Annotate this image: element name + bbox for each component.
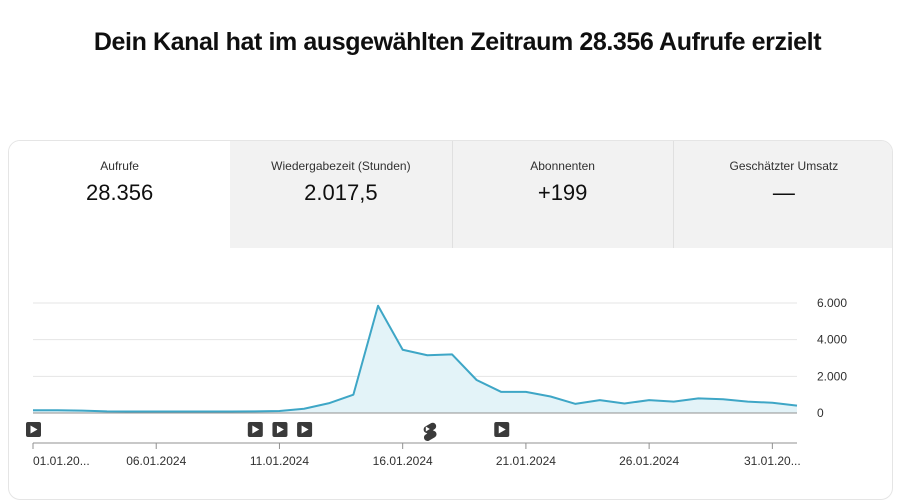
headline: Dein Kanal hat im ausgewählten Zeitraum … [93,28,822,56]
y-tick-label: 4.000 [817,333,847,347]
x-tick-label: 11.01.2024 [250,454,309,468]
tab-views[interactable]: Aufrufe 28.356 [9,141,231,248]
tab-revenue[interactable]: Geschätzter Umsatz — [672,141,892,248]
video-play-icon[interactable] [297,422,313,437]
x-tick-label: 26.01.2024 [619,454,679,468]
analytics-card: Aufrufe 28.356 Wiedergabezeit (Stunden) … [8,140,893,500]
tab-watch-time[interactable]: Wiedergabezeit (Stunden) 2.017,5 [230,141,452,248]
video-play-icon[interactable] [247,422,263,437]
x-tick-label: 16.01.2024 [373,454,433,468]
tab-watch-time-label: Wiedergabezeit (Stunden) [271,159,411,173]
tab-subscribers-label: Abonnenten [530,159,595,173]
tab-revenue-value: — [772,180,795,205]
video-play-icon[interactable] [494,422,510,437]
y-tick-label: 0 [817,406,824,420]
series-line [33,304,798,413]
x-tick-label: 31.01.20... [744,454,801,468]
y-tick-label: 6.000 [817,296,847,310]
tab-watch-time-value: 2.017,5 [304,180,378,205]
metric-tabs: Aufrufe 28.356 Wiedergabezeit (Stunden) … [9,141,892,248]
series-area [33,305,797,413]
x-tick-label: 21.01.2024 [496,454,556,468]
x-tick-label: 01.01.20... [33,454,90,468]
tab-revenue-label: Geschätzter Umsatz [729,159,839,173]
y-tick-label: 2.000 [817,369,847,383]
tab-views-label: Aufrufe [100,159,139,173]
tab-subscribers[interactable]: Abonnenten +199 [451,141,673,248]
video-play-icon[interactable] [26,422,41,437]
tab-views-value: 28.356 [85,180,154,205]
tab-subscribers-value: +199 [537,180,588,205]
video-play-icon[interactable] [272,422,288,437]
x-tick-label: 06.01.2024 [126,454,186,468]
shorts-icon[interactable] [423,422,437,441]
